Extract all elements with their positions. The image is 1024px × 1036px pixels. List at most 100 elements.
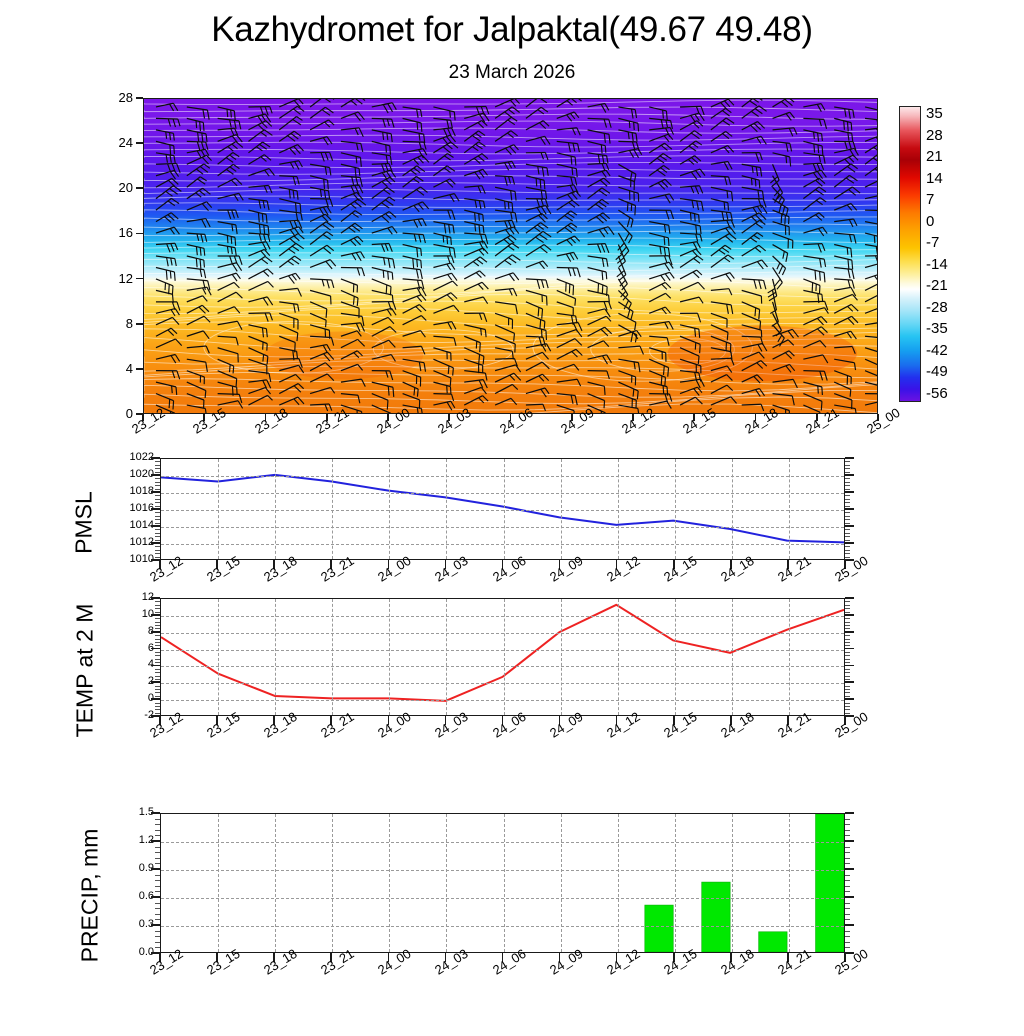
temp-y-tick-right bbox=[845, 665, 854, 667]
gridline-vertical bbox=[618, 599, 619, 715]
precip-y-minor-tick bbox=[155, 863, 160, 864]
temp-y-minor-tick-right bbox=[845, 639, 850, 640]
precip-y-minor-tick bbox=[155, 886, 160, 887]
precip-y-minor-tick bbox=[155, 903, 160, 904]
main-y-tick bbox=[136, 142, 143, 144]
pmsl-y-minor-tick-right bbox=[845, 546, 850, 547]
gridline-vertical bbox=[218, 599, 219, 715]
pmsl-y-minor-tick bbox=[155, 482, 160, 483]
temp-y-minor-tick bbox=[155, 703, 160, 704]
gridline-vertical bbox=[675, 459, 676, 559]
pmsl-y-tick-right bbox=[845, 474, 854, 476]
gridline-vertical bbox=[504, 599, 505, 715]
temp-y-minor-tick-right bbox=[845, 689, 850, 690]
pmsl-y-tick-right bbox=[845, 508, 854, 510]
precip-y-minor-tick-right bbox=[845, 942, 850, 943]
colorbar-tick-label: -7 bbox=[926, 235, 939, 250]
gridline-vertical bbox=[618, 459, 619, 559]
temp-y-minor-tick bbox=[155, 672, 160, 673]
precip-y-minor-tick bbox=[155, 914, 160, 915]
temp-y-minor-tick-right bbox=[845, 679, 850, 680]
gridline-vertical bbox=[218, 814, 219, 952]
pmsl-y-minor-tick bbox=[155, 533, 160, 534]
temp-y-minor-tick-right bbox=[845, 659, 850, 660]
gridline-horizontal bbox=[161, 683, 844, 684]
pmsl-y-tick-right bbox=[845, 525, 854, 527]
pmsl-y-minor-tick bbox=[155, 478, 160, 479]
gridline-vertical bbox=[275, 599, 276, 715]
pmsl-y-tick bbox=[151, 491, 160, 493]
temp-y-minor-tick-right bbox=[845, 655, 850, 656]
precip-y-minor-tick-right bbox=[845, 852, 850, 853]
pmsl-y-tick bbox=[151, 474, 160, 476]
main-y-tick bbox=[136, 368, 143, 370]
pmsl-y-minor-tick-right bbox=[845, 529, 850, 530]
precip-y-minor-tick-right bbox=[845, 908, 850, 909]
pmsl-y-tick bbox=[151, 542, 160, 544]
temp-y-minor-tick bbox=[155, 635, 160, 636]
temp-y-minor-tick-right bbox=[845, 612, 850, 613]
precip-bars bbox=[161, 814, 844, 952]
temp-y-minor-tick-right bbox=[845, 692, 850, 693]
temp-y-minor-tick-right bbox=[845, 703, 850, 704]
pmsl-y-minor-tick-right bbox=[845, 461, 850, 462]
precip-y-tick-right bbox=[845, 868, 854, 870]
colorbar-tick-label: -56 bbox=[926, 386, 948, 401]
main-y-tick bbox=[136, 97, 143, 99]
temp-y-tick-right bbox=[845, 681, 854, 683]
colorbar-tick-label: -28 bbox=[926, 300, 948, 315]
temp-y-minor-tick bbox=[155, 713, 160, 714]
colorbar-tick-label: 7 bbox=[926, 192, 934, 207]
gridline-vertical bbox=[218, 459, 219, 559]
pmsl-y-tick-label: 1012 bbox=[114, 537, 154, 548]
pmsl-y-tick-right bbox=[845, 491, 854, 493]
temp-y-tick bbox=[151, 665, 160, 667]
temp-y-tick-label: 12 bbox=[114, 592, 154, 603]
precip-y-tick-label: 0.3 bbox=[114, 919, 154, 930]
temp-y-minor-tick-right bbox=[845, 662, 850, 663]
wind-barbs-overlay bbox=[144, 99, 877, 413]
gridline-vertical bbox=[732, 459, 733, 559]
temp-y-minor-tick-right bbox=[845, 669, 850, 670]
precip-y-minor-tick bbox=[155, 830, 160, 831]
precip-y-minor-tick bbox=[155, 835, 160, 836]
gridline-vertical bbox=[618, 814, 619, 952]
gridline-vertical bbox=[732, 599, 733, 715]
pmsl-y-minor-tick-right bbox=[845, 478, 850, 479]
pmsl-y-tick-label: 1020 bbox=[114, 469, 154, 480]
gridline-horizontal bbox=[161, 926, 844, 927]
precip-y-minor-tick bbox=[155, 847, 160, 848]
precip-y-minor-tick bbox=[155, 875, 160, 876]
precip-y-tick-right bbox=[845, 812, 854, 814]
temp-y-minor-tick bbox=[155, 655, 160, 656]
gridline-horizontal bbox=[161, 633, 844, 634]
temp-y-tick-right bbox=[845, 631, 854, 633]
pmsl-y-tick-label: 1016 bbox=[114, 503, 154, 514]
temp-y-minor-tick-right bbox=[845, 672, 850, 673]
precip-y-tick-label: 1.2 bbox=[114, 835, 154, 846]
pmsl-y-minor-tick-right bbox=[845, 536, 850, 537]
temp-y-minor-tick bbox=[155, 692, 160, 693]
main-y-tick-label: 0 bbox=[95, 407, 133, 420]
pmsl-y-minor-tick bbox=[155, 516, 160, 517]
main-y-tick bbox=[136, 187, 143, 189]
temp-y-minor-tick-right bbox=[845, 622, 850, 623]
temp-y-minor-tick-right bbox=[845, 706, 850, 707]
pmsl-y-minor-tick-right bbox=[845, 482, 850, 483]
temp-y-minor-tick bbox=[155, 645, 160, 646]
gridline-vertical bbox=[789, 459, 790, 559]
precip-y-minor-tick-right bbox=[845, 880, 850, 881]
temp-y-minor-tick-right bbox=[845, 635, 850, 636]
pmsl-y-minor-tick bbox=[155, 506, 160, 507]
pmsl-y-minor-tick-right bbox=[845, 499, 850, 500]
precip-y-minor-tick bbox=[155, 858, 160, 859]
temp-y-minor-tick-right bbox=[845, 601, 850, 602]
temp-y-tick-right bbox=[845, 698, 854, 700]
precip-y-minor-tick bbox=[155, 891, 160, 892]
pmsl-y-minor-tick bbox=[155, 499, 160, 500]
precip-y-tick bbox=[151, 896, 160, 898]
gridline-horizontal bbox=[161, 842, 844, 843]
temp-y-minor-tick bbox=[155, 605, 160, 606]
precip-y-tick bbox=[151, 840, 160, 842]
precip-y-tick-label: 0.6 bbox=[114, 891, 154, 902]
